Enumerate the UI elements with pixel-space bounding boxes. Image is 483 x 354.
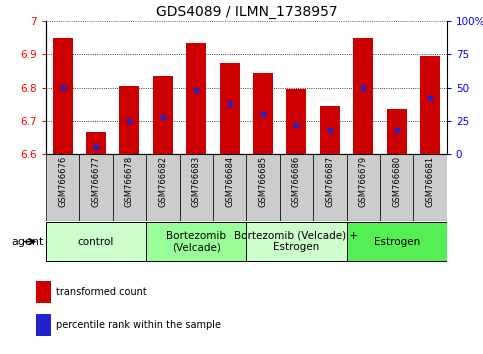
Bar [79, 154, 113, 221]
Bar [146, 154, 180, 221]
Bar [420, 56, 440, 154]
Bar [186, 43, 206, 154]
Bar [180, 154, 213, 221]
Bar [46, 222, 146, 261]
Bar [153, 76, 173, 154]
Text: GSM766681: GSM766681 [426, 156, 435, 207]
Text: GSM766684: GSM766684 [225, 156, 234, 207]
Text: transformed count: transformed count [56, 287, 147, 297]
Bar [53, 38, 72, 154]
Bar [253, 73, 273, 154]
Bar [113, 154, 146, 221]
Bar [36, 314, 51, 336]
Text: GSM766687: GSM766687 [326, 156, 334, 207]
Text: GSM766679: GSM766679 [359, 156, 368, 207]
Bar [86, 132, 106, 154]
Text: GSM766678: GSM766678 [125, 156, 134, 207]
Text: GSM766677: GSM766677 [91, 156, 100, 207]
Bar [119, 86, 140, 154]
Bar [146, 222, 246, 261]
Bar [353, 38, 373, 154]
Bar [36, 281, 51, 303]
Text: control: control [78, 236, 114, 247]
Text: GSM766683: GSM766683 [192, 156, 201, 207]
Bar [387, 109, 407, 154]
Bar [220, 63, 240, 154]
Bar [320, 106, 340, 154]
Bar [347, 154, 380, 221]
Text: GSM766686: GSM766686 [292, 156, 301, 207]
Text: GSM766680: GSM766680 [392, 156, 401, 207]
Text: percentile rank within the sample: percentile rank within the sample [56, 320, 221, 330]
Text: Bortezomib
(Velcade): Bortezomib (Velcade) [166, 231, 226, 252]
Text: GSM766682: GSM766682 [158, 156, 167, 207]
Bar [246, 222, 347, 261]
Bar [286, 89, 307, 154]
Bar [280, 154, 313, 221]
Bar [380, 154, 413, 221]
Text: GSM766685: GSM766685 [258, 156, 268, 207]
Title: GDS4089 / ILMN_1738957: GDS4089 / ILMN_1738957 [156, 5, 337, 19]
Bar [46, 154, 79, 221]
Text: GSM766676: GSM766676 [58, 156, 67, 207]
Bar [347, 222, 447, 261]
Bar [246, 154, 280, 221]
Text: Estrogen: Estrogen [373, 236, 420, 247]
Bar [213, 154, 246, 221]
Bar [313, 154, 347, 221]
Text: agent: agent [11, 236, 43, 247]
Bar [413, 154, 447, 221]
Text: Bortezomib (Velcade) +
Estrogen: Bortezomib (Velcade) + Estrogen [234, 231, 358, 252]
